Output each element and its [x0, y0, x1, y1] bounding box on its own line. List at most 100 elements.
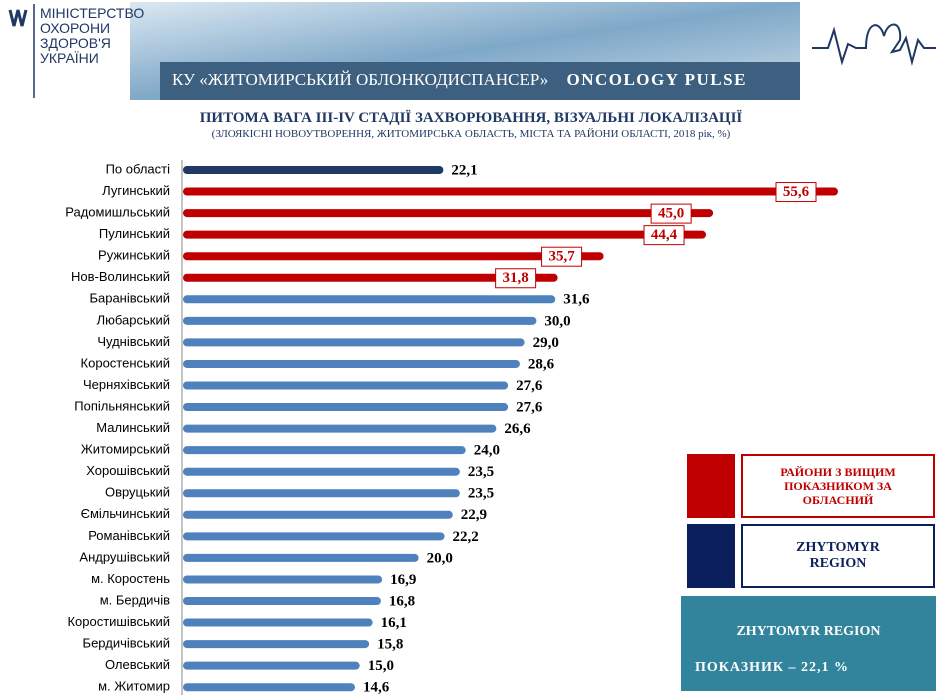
value-label-box [541, 246, 583, 267]
bar [183, 295, 556, 304]
bar [183, 532, 445, 541]
value-label-box [495, 268, 537, 289]
bar [183, 553, 419, 562]
ministry-line: ЗДОРОВ'Я [40, 35, 111, 51]
value-label: 22,2 [453, 529, 479, 545]
bar [183, 359, 520, 368]
value-label-box [643, 225, 685, 246]
y-tick-label: Романівський [88, 528, 170, 543]
y-tick-label: Хорошівський [86, 463, 170, 478]
bar [183, 489, 460, 498]
y-tick-label: Пулинський [99, 226, 170, 241]
value-label: 44,4 [651, 227, 678, 243]
value-label: 16,9 [390, 572, 416, 588]
value-label: 55,6 [783, 184, 810, 200]
ministry-emblem [8, 9, 28, 27]
bar [183, 597, 381, 605]
y-tick-label: Радомишльський [65, 205, 170, 220]
legend-label: ZHYTOMYR REGION [741, 524, 935, 588]
bar [183, 187, 838, 196]
bar [183, 166, 444, 174]
y-tick-label: Коростишівський [67, 614, 170, 629]
y-tick-label: Лугинський [102, 183, 170, 198]
y-tick-label: Коростенський [81, 355, 170, 370]
value-label: 23,5 [468, 486, 494, 502]
bar [183, 252, 604, 261]
ministry-line: МІНІСТЕРСТВО [40, 5, 145, 21]
value-label-box [775, 182, 817, 203]
bar [183, 640, 370, 649]
ministry-logo: МІНІСТЕРСТВО ОХОРОНИ ЗДОРОВ'Я УКРАЇНИ [40, 6, 144, 66]
value-label: 22,1 [451, 162, 477, 178]
value-label: 15,8 [377, 637, 403, 653]
y-tick-label: Попільнянський [74, 398, 170, 413]
y-tick-label: Житомирський [81, 442, 170, 457]
brand: ONCOLOGY PULSE [566, 70, 747, 89]
bar [183, 424, 497, 433]
y-tick-label: м. Житомир [98, 679, 170, 694]
bar [183, 661, 360, 670]
value-label: 29,0 [533, 335, 559, 351]
y-tick-label: м. Коростень [91, 571, 170, 586]
bar [183, 381, 509, 390]
legend-swatch [687, 524, 735, 588]
bar [183, 230, 707, 239]
value-label: 35,7 [548, 249, 575, 265]
bar [183, 209, 714, 218]
chart-subtitle: (ЗЛОЯКІСНІ НОВОУТВОРЕННЯ, ЖИТОМИРСЬКА ОБ… [211, 128, 731, 140]
value-label: 24,0 [474, 443, 500, 459]
ministry-line: УКРАЇНИ [40, 50, 99, 66]
info-text: ПОКАЗНИК – 22,1 % [695, 660, 850, 675]
value-label: 16,8 [389, 593, 415, 609]
y-tick-label: Баранівський [89, 291, 170, 306]
bar [183, 683, 355, 692]
bar [183, 467, 460, 476]
legend-swatch [687, 454, 735, 518]
value-label: 28,6 [528, 356, 555, 372]
heartbeat-logo [812, 23, 936, 66]
bar [183, 618, 373, 627]
bar [183, 338, 525, 347]
bar [183, 273, 558, 282]
value-label: 22,9 [461, 507, 487, 523]
value-label: 31,8 [502, 270, 528, 286]
value-label: 26,6 [504, 421, 531, 437]
legend-label: РАЙОНИ З ВИЩИМ ПОКАЗНИКОМ ЗА ОБЛАСНИЙ [741, 454, 935, 518]
y-tick-label: По області [106, 161, 171, 176]
value-label: 15,0 [368, 658, 394, 674]
y-tick-label: Ружинський [98, 248, 170, 263]
bar [183, 403, 509, 412]
info-title: ZHYTOMYR REGION [736, 624, 881, 639]
y-tick-label: Нов-Волинський [71, 269, 170, 284]
y-tick-label: Бердичівський [83, 636, 170, 651]
y-tick-label: Ємільчинський [81, 506, 170, 521]
value-label: 14,6 [363, 680, 390, 695]
y-tick-label: Чуднівський [97, 334, 170, 349]
value-label: 45,0 [658, 206, 684, 222]
bar [183, 510, 453, 519]
y-tick-label: Овруцький [105, 485, 170, 500]
y-tick-label: м. Бердичів [100, 592, 170, 607]
y-tick-label: Андрушівський [79, 549, 170, 564]
value-label-box [650, 203, 692, 224]
bar [183, 446, 466, 455]
value-label: 30,0 [544, 313, 570, 329]
value-label: 27,6 [516, 378, 543, 394]
banner-band [160, 62, 800, 100]
value-label: 27,6 [516, 399, 543, 415]
chart-title: ПИТОМА ВАГА III-IV СТАДІЇ ЗАХВОРЮВАННЯ, … [199, 110, 743, 126]
info-box: ZHYTOMYR REGION ПОКАЗНИК – 22,1 % [681, 596, 936, 691]
y-tick-label: Олевський [105, 657, 170, 672]
value-label: 23,5 [468, 464, 494, 480]
bar [183, 575, 383, 584]
value-label: 20,0 [427, 550, 453, 566]
y-tick-label: Любарський [97, 312, 170, 327]
y-tick-label: Черняхівський [83, 377, 170, 392]
org-name: КУ «ЖИТОМИРСЬКИЙ ОБЛОНКОДИСПАНСЕР» [172, 70, 549, 89]
value-label: 16,1 [381, 615, 407, 631]
bar [183, 316, 537, 325]
y-tick-label: Малинський [96, 420, 170, 435]
ministry-line: ОХОРОНИ [40, 20, 111, 36]
